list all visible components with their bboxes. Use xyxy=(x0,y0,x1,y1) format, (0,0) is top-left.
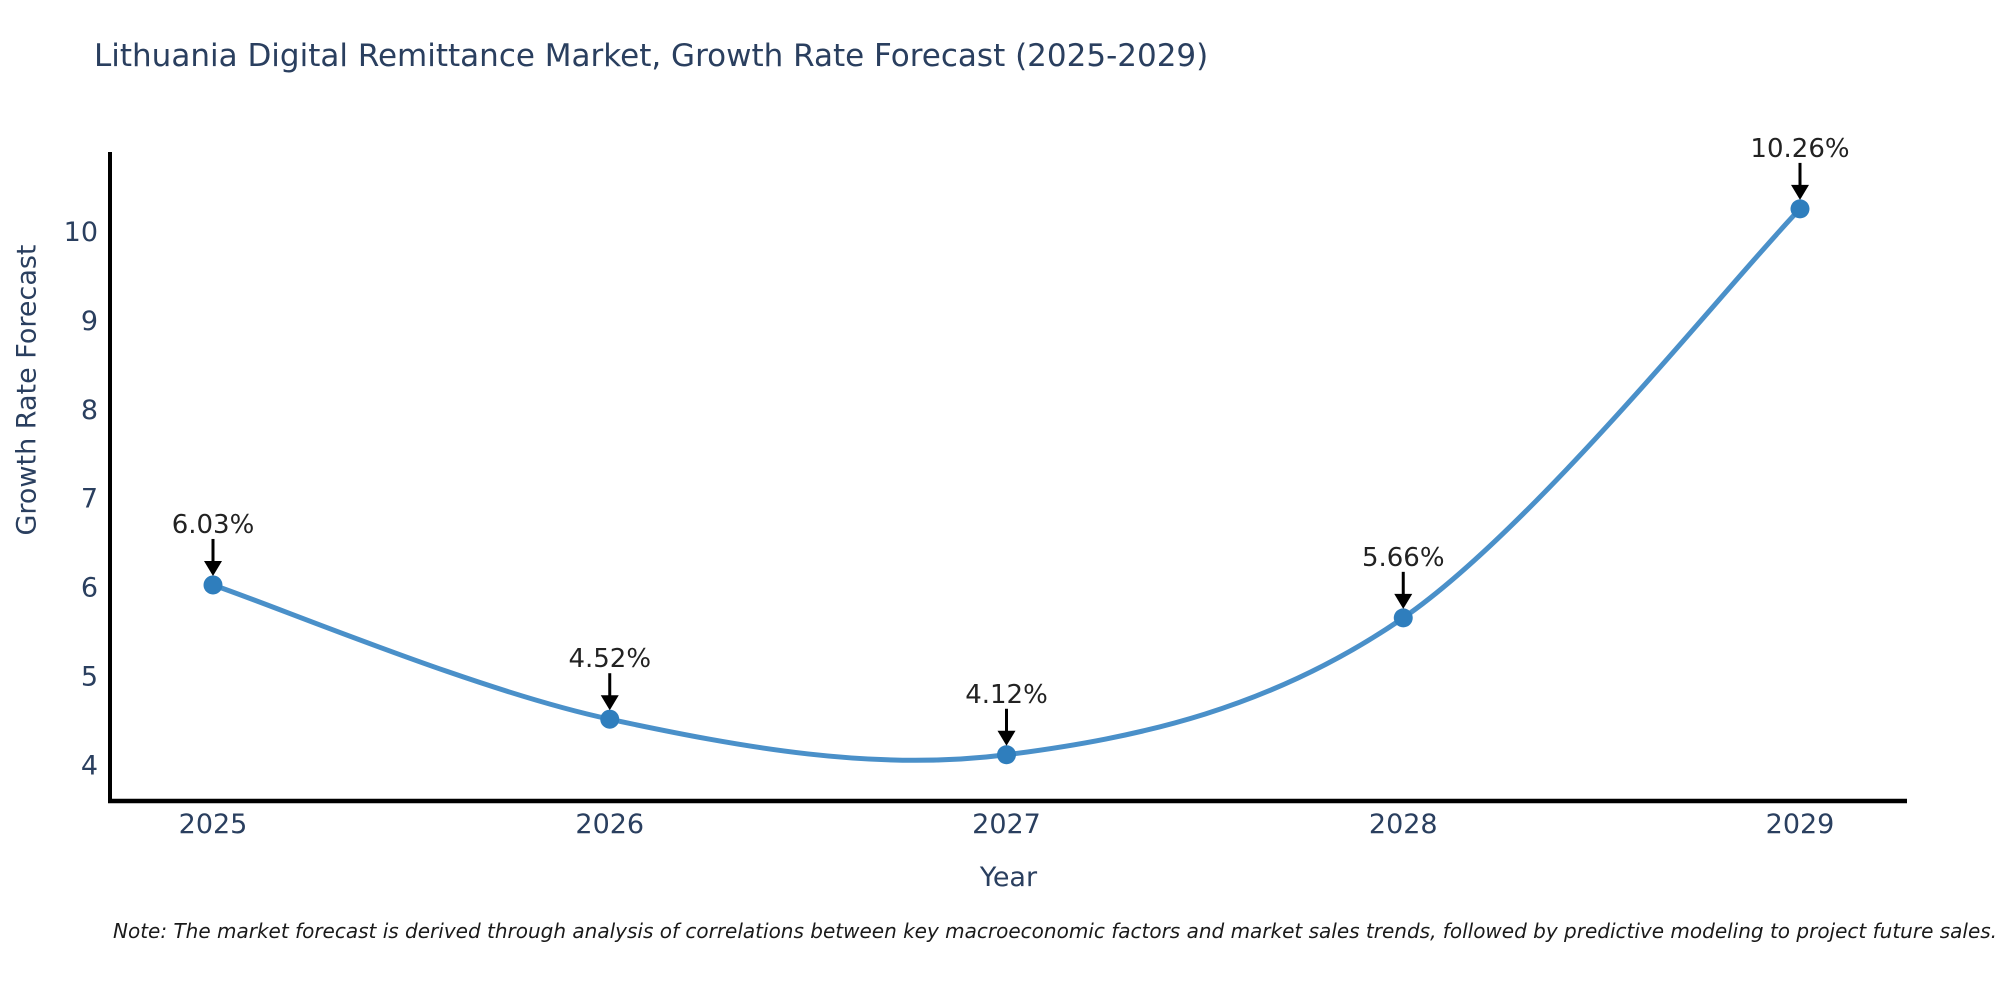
footnote: Note: The market forecast is derived thr… xyxy=(113,919,1998,943)
y-tick-label: 5 xyxy=(81,662,98,693)
chart-title: Lithuania Digital Remittance Market, Gro… xyxy=(94,38,1209,74)
data-point-label: 4.52% xyxy=(568,644,651,674)
x-tick-label: 2025 xyxy=(179,809,248,840)
y-tick-label: 10 xyxy=(64,217,98,248)
annotation-arrowhead xyxy=(600,695,619,711)
data-point-label: 10.26% xyxy=(1750,134,1849,164)
annotation-arrowhead xyxy=(1791,184,1809,200)
annotation-arrowhead xyxy=(204,560,222,576)
trend-line xyxy=(210,206,1803,763)
x-tick-label: 2026 xyxy=(575,809,644,840)
x-tick-label: 2029 xyxy=(1766,809,1835,840)
x-axis-title: Year xyxy=(979,862,1038,893)
data-point-marker xyxy=(203,575,223,595)
y-tick-label: 8 xyxy=(81,395,98,426)
y-tick-label: 9 xyxy=(81,306,98,337)
data-point-label: 5.66% xyxy=(1362,543,1445,573)
data-point-label: 6.03% xyxy=(172,510,255,540)
x-tick-label: 2028 xyxy=(1369,809,1438,840)
x-tick-label: 2027 xyxy=(972,809,1041,840)
y-tick-label: 4 xyxy=(81,750,98,781)
annotation-arrowhead xyxy=(1394,593,1413,609)
y-tick-label: 6 xyxy=(81,573,98,604)
annotation-arrowhead xyxy=(997,730,1016,746)
data-point-marker xyxy=(1393,608,1413,628)
data-point-marker xyxy=(600,709,620,729)
y-tick-label: 7 xyxy=(81,484,98,515)
data-point-marker xyxy=(1790,199,1810,219)
data-point-label: 4.12% xyxy=(965,680,1048,710)
data-point-marker xyxy=(997,745,1016,765)
